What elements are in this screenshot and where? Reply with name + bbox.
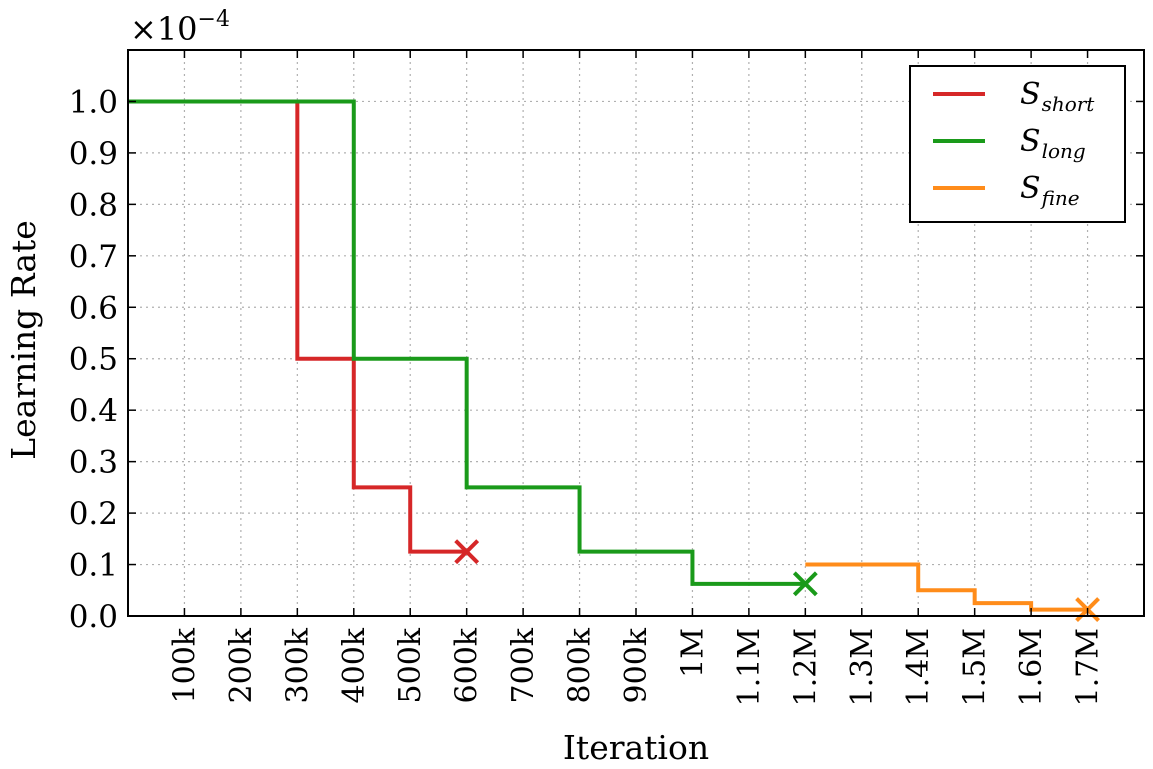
x-tick-label: 800k	[563, 627, 598, 703]
x-tick-label: 500k	[393, 627, 428, 703]
x-tick-label: 1.1M	[732, 628, 767, 706]
y-tick-label: 1.0	[69, 84, 118, 120]
x-tick-label: 900k	[619, 627, 654, 703]
series-end-marker-short	[454, 539, 480, 565]
legend: Sshort Slong Sfine	[909, 65, 1126, 223]
series-fine	[805, 562, 1100, 622]
y-tick-label: 0.3	[69, 445, 118, 481]
x-axis-label: Iteration	[563, 728, 709, 767]
y-tick-label: 0.0	[69, 599, 118, 635]
y-axis-ticks: 0.0 0.1 0.2 0.3 0.4 0.5 0.6 0.7 0.8 0.9 1.0	[69, 84, 1144, 635]
x-tick-label: 1M	[675, 628, 710, 678]
series-line-long	[128, 99, 806, 586]
x-tick-label: 700k	[506, 627, 541, 703]
x-tick-label: 1.4M	[901, 628, 936, 706]
series-line-short	[128, 99, 467, 554]
y-tick-label: 0.9	[69, 136, 118, 172]
x-tick-label: 200k	[224, 627, 259, 703]
x-tick-label: 1.5M	[958, 628, 993, 706]
x-tick-label: 1.2M	[788, 628, 823, 706]
y-multiplier-exponent: −4	[198, 7, 230, 32]
series-long	[128, 99, 818, 597]
x-tick-label: 600k	[450, 627, 485, 703]
x-axis-ticks: 100k 200k 300k 400k 500k 600k 700k 800k 900k 1M 1.…	[167, 50, 1106, 706]
x-tick-label: 400k	[337, 627, 372, 703]
y-tick-label: 0.5	[69, 342, 118, 378]
legend-label-fine: Sfine	[1020, 171, 1080, 210]
x-tick-label: 1.6M	[1014, 628, 1049, 706]
x-tick-label: 1.7M	[1071, 628, 1106, 706]
y-axis-multiplier: ×10−4	[130, 7, 230, 48]
y-tick-label: 0.6	[69, 290, 118, 326]
y-tick-label: 0.8	[69, 187, 118, 223]
y-multiplier-base: ×10	[130, 10, 198, 48]
series-end-marker-long	[792, 571, 818, 597]
x-tick-label: 300k	[280, 627, 315, 703]
y-tick-label: 0.2	[69, 496, 118, 532]
y-tick-label: 0.7	[69, 239, 118, 275]
x-tick-label: 1.3M	[845, 628, 880, 706]
legend-frame	[909, 65, 1126, 223]
x-tick-label: 100k	[167, 627, 202, 703]
y-axis-label: Learning Rate	[4, 220, 43, 460]
y-tick-label: 0.4	[69, 393, 118, 429]
series-short	[128, 99, 480, 565]
series-group	[128, 99, 1100, 622]
series-line-fine	[805, 562, 1088, 612]
legend-label-long: Slong	[1020, 124, 1086, 163]
y-tick-label: 0.1	[69, 548, 118, 584]
legend-label-short: Sshort	[1020, 77, 1095, 116]
